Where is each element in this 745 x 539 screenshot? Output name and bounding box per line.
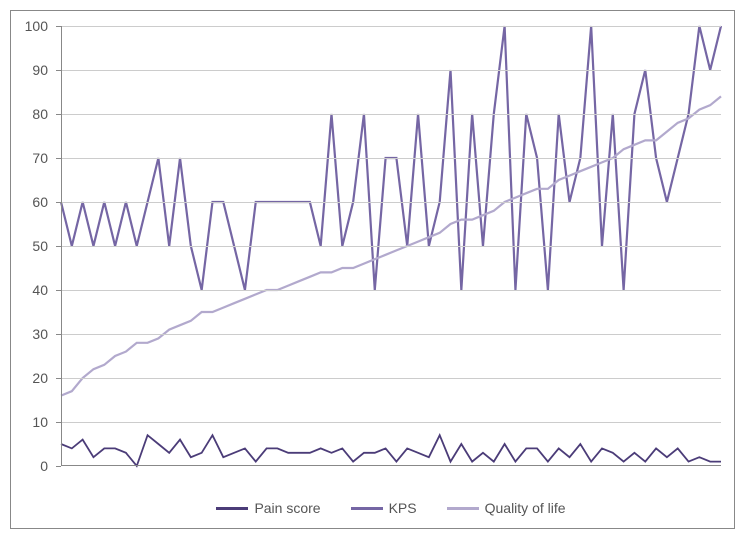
legend-label: KPS	[389, 500, 417, 516]
y-tick-label: 30	[13, 326, 48, 342]
y-tick-label: 10	[13, 414, 48, 430]
y-tick-mark	[56, 114, 61, 115]
y-tick-mark	[56, 202, 61, 203]
y-tick-mark	[56, 290, 61, 291]
y-tick-label: 0	[13, 458, 48, 474]
legend-swatch	[351, 507, 383, 510]
gridline	[61, 26, 721, 27]
y-axis-line	[61, 26, 62, 466]
y-tick-mark	[56, 26, 61, 27]
y-tick-label: 60	[13, 194, 48, 210]
gridline	[61, 114, 721, 115]
legend: Pain score KPS Quality of life	[61, 500, 721, 516]
legend-item: KPS	[351, 500, 417, 516]
legend-item: Quality of life	[447, 500, 566, 516]
gridline	[61, 422, 721, 423]
y-tick-mark	[56, 466, 61, 467]
legend-swatch	[216, 507, 248, 510]
legend-label: Quality of life	[485, 500, 566, 516]
y-tick-mark	[56, 158, 61, 159]
legend-item: Pain score	[216, 500, 320, 516]
y-tick-mark	[56, 378, 61, 379]
legend-label: Pain score	[254, 500, 320, 516]
gridline	[61, 246, 721, 247]
plot-area	[61, 26, 721, 466]
y-tick-label: 40	[13, 282, 48, 298]
y-tick-label: 90	[13, 62, 48, 78]
y-tick-label: 100	[13, 18, 48, 34]
y-tick-mark	[56, 422, 61, 423]
chart-container: 0 10 20 30 40 50 60 70 80 90 100 Pain score KPS Qual…	[10, 10, 735, 529]
x-axis-line	[61, 465, 721, 466]
y-tick-label: 50	[13, 238, 48, 254]
gridline	[61, 334, 721, 335]
y-tick-mark	[56, 70, 61, 71]
gridline	[61, 202, 721, 203]
y-axis: 0102030405060708090100	[11, 26, 56, 466]
gridline	[61, 158, 721, 159]
gridline	[61, 290, 721, 291]
y-tick-label: 20	[13, 370, 48, 386]
y-tick-label: 80	[13, 106, 48, 122]
gridline	[61, 378, 721, 379]
series-line	[61, 435, 721, 466]
gridline	[61, 70, 721, 71]
y-tick-mark	[56, 334, 61, 335]
y-tick-mark	[56, 246, 61, 247]
legend-swatch	[447, 507, 479, 510]
y-tick-label: 70	[13, 150, 48, 166]
